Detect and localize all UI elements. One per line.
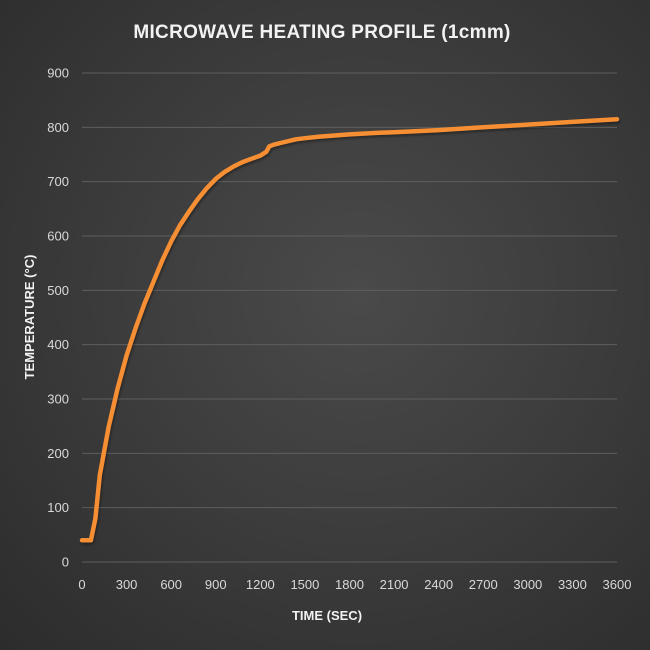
x-tick-label: 300 — [116, 577, 138, 592]
y-axis-ticks: 0 100 200 300 400 500 600 700 800 900 — [47, 66, 69, 570]
x-tick-label: 0 — [78, 577, 85, 592]
y-tick-label: 200 — [47, 446, 69, 461]
series-line-0 — [79, 116, 620, 543]
x-tick-label: 1200 — [246, 577, 275, 592]
y-tick-label: 400 — [47, 337, 69, 352]
x-tick-label: 2100 — [380, 577, 409, 592]
y-axis-label: TEMPERATURE (°C) — [22, 255, 37, 380]
y-tick-label: 700 — [47, 174, 69, 189]
x-tick-label: 900 — [205, 577, 227, 592]
x-axis-ticks: 0 300 600 900 1200 1500 1800 2100 2400 2700 3000 33… — [78, 577, 631, 592]
x-tick-label: 3600 — [603, 577, 632, 592]
y-tick-label: 0 — [62, 555, 69, 570]
y-tick-label: 100 — [47, 500, 69, 515]
x-axis-label: TIME (SEC) — [292, 608, 362, 623]
gridlines — [82, 72, 617, 563]
x-tick-label: 1800 — [335, 577, 364, 592]
x-tick-label: 2700 — [469, 577, 498, 592]
y-tick-label: 800 — [47, 120, 69, 135]
x-tick-label: 1500 — [290, 577, 319, 592]
y-tick-label: 600 — [47, 229, 69, 244]
chart-title: MICROWAVE HEATING PROFILE (1cmm) — [133, 22, 510, 43]
y-tick-label: 900 — [47, 66, 69, 81]
x-tick-label: 2400 — [424, 577, 453, 592]
x-tick-label: 3300 — [558, 577, 587, 592]
x-tick-label: 3000 — [513, 577, 542, 592]
y-tick-label: 300 — [47, 392, 69, 407]
y-tick-label: 500 — [47, 283, 69, 298]
x-tick-label: 600 — [160, 577, 182, 592]
series-group — [79, 116, 620, 543]
